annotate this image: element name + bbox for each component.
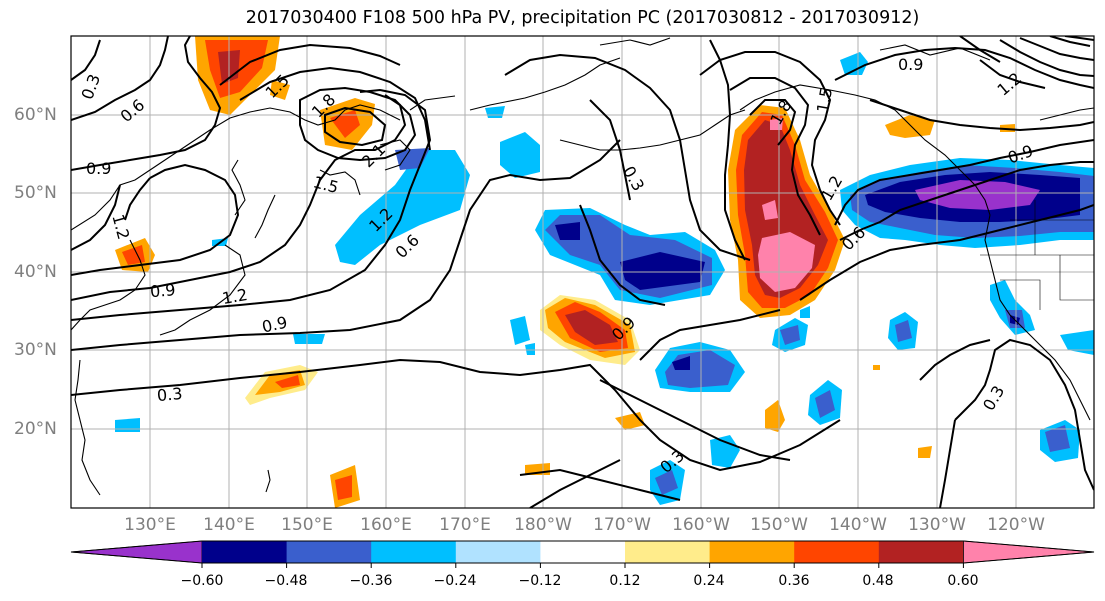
colorbar-segment xyxy=(709,541,795,563)
lat-label-40n: 40°N xyxy=(14,262,57,282)
colorbar-tick: 0.12 xyxy=(609,573,641,589)
lon-label-150w: 150°W xyxy=(750,515,808,535)
lon-label-180w: 180°W xyxy=(514,515,572,535)
contour-label: 0.9 xyxy=(898,55,923,74)
lon-label-170e: 170°E xyxy=(439,515,491,535)
lat-label-30n: 30°N xyxy=(14,340,57,360)
lat-label-50n: 50°N xyxy=(14,183,57,203)
colorbar-segment xyxy=(540,541,626,563)
colorbar-tick: −0.12 xyxy=(518,573,562,589)
map-frame xyxy=(70,35,1095,509)
colorbar-tick: −0.36 xyxy=(349,573,393,589)
colorbar-tick: −0.60 xyxy=(180,573,224,589)
contour-label: 0.3 xyxy=(156,384,183,405)
colorbar-tick: 0.24 xyxy=(693,573,725,589)
colorbar-segment xyxy=(455,541,541,563)
colorbar-tick: 0.36 xyxy=(778,573,810,589)
political-borders xyxy=(980,200,1094,310)
pv-contours xyxy=(71,36,1094,508)
colorbar-segment xyxy=(794,541,880,563)
lon-label-160w: 160°W xyxy=(672,515,730,535)
lon-label-150e: 150°E xyxy=(281,515,333,535)
lon-label-140e: 140°E xyxy=(203,515,255,535)
contour-label: 1.5 xyxy=(813,86,836,114)
colorbar-extend-high xyxy=(963,540,1095,564)
precip-shading xyxy=(115,36,1094,508)
colorbar-segment xyxy=(625,541,711,563)
colorbar-tick: 0.48 xyxy=(862,573,894,589)
contour-label: 0.9 xyxy=(149,280,176,301)
lon-label-130e: 130°E xyxy=(124,515,176,535)
lat-lon-grid xyxy=(71,36,1094,508)
colorbar-segment xyxy=(286,541,372,563)
lon-label-170w: 170°W xyxy=(593,515,651,535)
lat-label-20n: 20°N xyxy=(14,419,57,439)
lon-label-140w: 140°W xyxy=(829,515,887,535)
colorbar-segment xyxy=(878,541,964,563)
contour-label: 0.9 xyxy=(260,313,289,337)
lon-label-130w: 130°W xyxy=(908,515,966,535)
map-title: 2017030400 F108 500 hPa PV, precipitatio… xyxy=(245,8,920,28)
coastlines xyxy=(71,37,1094,496)
colorbar-segment xyxy=(202,541,288,563)
lon-label-160e: 160°E xyxy=(360,515,412,535)
colorbar-tick: −0.48 xyxy=(264,573,308,589)
contour-label: 0.9 xyxy=(86,159,111,178)
lat-label-60n: 60°N xyxy=(14,105,57,125)
lon-label-120w: 120°W xyxy=(987,515,1045,535)
colorbar-tick: 0.60 xyxy=(947,573,979,589)
contour-label: 1.2 xyxy=(221,285,249,308)
colorbar-tick: −0.24 xyxy=(433,573,477,589)
colorbar-segment xyxy=(371,541,457,563)
colorbar-extend-low xyxy=(70,540,203,564)
